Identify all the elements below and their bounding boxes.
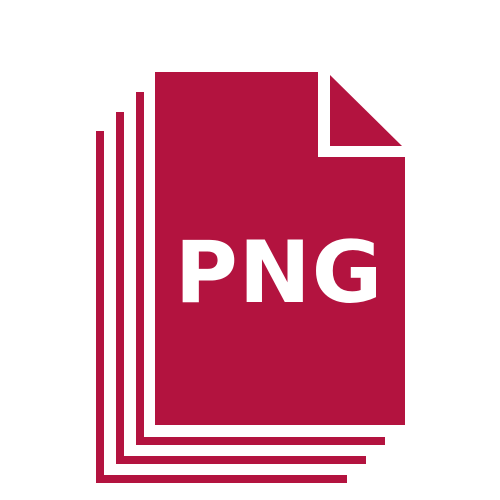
folded-corner: [330, 75, 402, 146]
front-page: [155, 72, 405, 425]
file-type-label: PNG: [175, 223, 384, 323]
